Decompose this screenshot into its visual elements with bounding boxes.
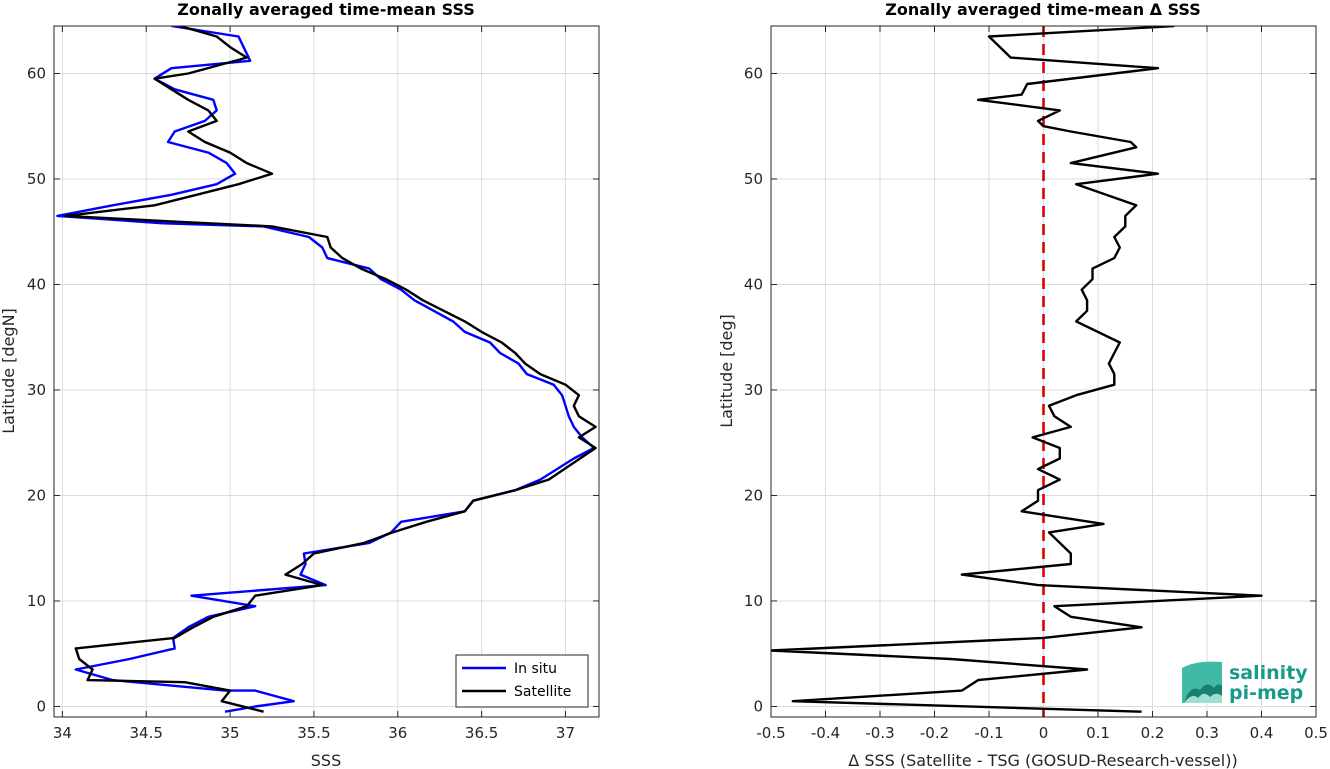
legend-label-satellite: Satellite [514, 684, 571, 700]
sss-x-tick-label: 37 [556, 724, 575, 742]
sss-x-tick-label: 35 [221, 724, 240, 742]
sss-y-tick-label: 30 [27, 381, 46, 399]
delta-sss-chart-title: Zonally averaged time-mean Δ SSS [885, 0, 1201, 19]
delta-sss-x-axis-label: Δ SSS (Satellite - TSG (GOSUD-Research-v… [848, 751, 1237, 769]
delta-sss-series-line-delta [771, 26, 1263, 713]
sss-x-tick-label: 35.5 [297, 724, 330, 742]
sss-x-tick-label: 36 [388, 724, 407, 742]
legend-label-in-situ: In situ [514, 661, 557, 677]
delta-sss-x-tick-label: -0.4 [811, 724, 840, 742]
sss-plot-frame [53, 25, 600, 718]
delta-sss-x-tick-label: 0 [1039, 724, 1049, 742]
sss-panel: 34 34.5 35 35.5 36 36.5 37 0 10 20 30 40 50 60 Zonall… [0, 0, 600, 769]
sss-y-tick-label: 10 [27, 592, 46, 610]
logo-wave-icon [1182, 661, 1222, 703]
legend: In situ Satellite [455, 654, 589, 708]
sss-chart-title: Zonally averaged time-mean SSS [177, 0, 475, 19]
sss-x-tick-label: 36.5 [465, 724, 498, 742]
logo-text-line2: pi-mep [1229, 682, 1303, 704]
delta-sss-y-tick-label: 40 [744, 275, 763, 293]
delta-sss-y-axis-label: Latitude [deg] [717, 314, 736, 428]
sss-y-tick-label: 50 [27, 170, 46, 188]
delta-sss-x-tick-label: -0.1 [974, 724, 1003, 742]
sss-series-line-in-situ [56, 26, 596, 713]
delta-sss-x-tick-label: -0.3 [865, 724, 894, 742]
salinity-pi-mep-logo: salinity pi-mep [1182, 661, 1308, 704]
delta-sss-x-tick-label: 0.3 [1195, 724, 1219, 742]
delta-sss-x-tick-label: 0.1 [1086, 724, 1110, 742]
legend-box [455, 654, 589, 708]
sss-series-line-satellite [64, 26, 597, 713]
sss-y-tick-label: 60 [27, 64, 46, 82]
sss-x-tick-label: 34.5 [130, 724, 163, 742]
delta-sss-y-tick-label: 50 [744, 170, 763, 188]
sss-y-tick-label: 20 [27, 486, 46, 504]
sss-x-tick-label: 34 [53, 724, 72, 742]
delta-sss-panel: -0.5 -0.4 -0.3 -0.2 -0.1 0 0.1 0.2 0.3 0.4 0.5 0 10 2… [717, 0, 1328, 769]
sss-y-axis-label: Latitude [degN] [0, 308, 18, 434]
delta-sss-y-tick-label: 0 [753, 697, 763, 715]
delta-sss-x-tick-label: -0.2 [920, 724, 949, 742]
logo-text-line1: salinity [1229, 662, 1308, 684]
delta-sss-y-tick-label: 60 [744, 64, 763, 82]
sss-y-tick-label: 0 [36, 697, 46, 715]
sss-x-axis-label: SSS [311, 751, 341, 769]
delta-sss-x-tick-label: 0.5 [1304, 724, 1328, 742]
delta-sss-x-tick-label: 0.4 [1250, 724, 1274, 742]
delta-sss-y-tick-label: 30 [744, 381, 763, 399]
delta-sss-y-tick-label: 20 [744, 486, 763, 504]
sss-y-tick-label: 40 [27, 275, 46, 293]
delta-sss-x-tick-label: -0.5 [756, 724, 785, 742]
delta-sss-y-tick-label: 10 [744, 592, 763, 610]
delta-sss-x-tick-label: 0.2 [1141, 724, 1165, 742]
